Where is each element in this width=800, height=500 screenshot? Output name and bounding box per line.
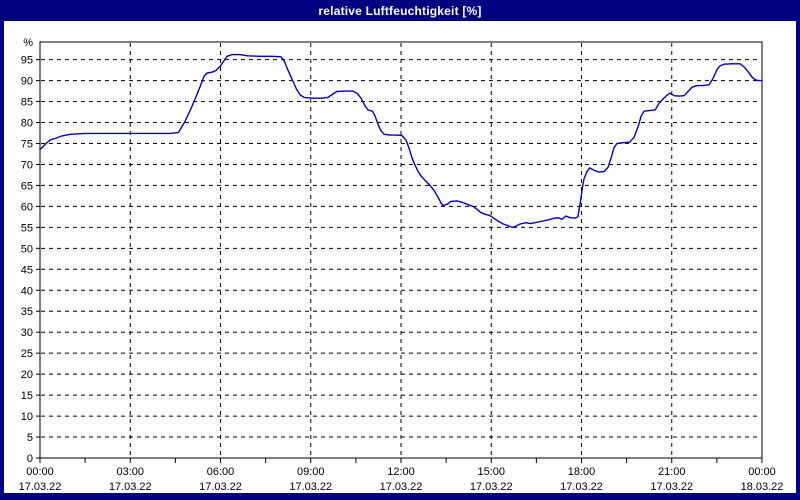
y-tick-label: 5 [27, 432, 33, 444]
x-tick-time-label: 06:00 [207, 466, 235, 478]
y-tick-label: 95 [21, 55, 33, 67]
y-tick-label: 90 [21, 76, 33, 88]
humidity-chart: 0 5 10 15 20 25 30 35 40 45 50 55 60 65 70 75 80 85 90 95% 0… [19, 37, 784, 493]
chart-panel: 0 5 10 15 20 25 30 35 40 45 50 55 60 65 70 75 80 85 90 95% 0… [4, 21, 796, 493]
y-tick-label: 10 [21, 411, 33, 423]
x-tick-date-label: 17.03.22 [470, 481, 513, 493]
x-tick-date-label: 17.03.22 [380, 481, 423, 493]
x-tick-time-label: 21:00 [658, 466, 686, 478]
x-tick-date-label: 17.03.22 [19, 481, 62, 493]
y-tick-label: 75 [21, 138, 33, 150]
y-tick-label: 70 [21, 159, 33, 171]
y-tick-label: 0 [27, 453, 33, 465]
x-tick-date-label: 17.03.22 [560, 481, 603, 493]
y-tick-label: 85 [21, 97, 33, 109]
x-tick-time-label: 09:00 [297, 466, 325, 478]
y-tick-label: 25 [21, 348, 33, 360]
title-bar: relative Luftfeuchtigkeit [%] [0, 0, 800, 21]
y-tick-label: 60 [21, 201, 33, 213]
x-tick-date-label: 17.03.22 [650, 481, 693, 493]
y-tick-label: 65 [21, 180, 33, 192]
x-tick-date-label: 17.03.22 [199, 481, 242, 493]
x-tick-time-label: 18:00 [568, 466, 596, 478]
y-tick-label: 35 [21, 306, 33, 318]
x-tick-date-label: 17.03.22 [289, 481, 332, 493]
x-tick-time-label: 00:00 [26, 466, 54, 478]
x-tick-time-label: 12:00 [387, 466, 415, 478]
chart-title: relative Luftfeuchtigkeit [%] [318, 3, 482, 18]
y-tick-label: 55 [21, 222, 33, 234]
y-tick-label: 45 [21, 264, 33, 276]
x-tick-date-label: 17.03.22 [109, 481, 152, 493]
y-tick-label: 15 [21, 390, 33, 402]
x-tick-time-label: 15:00 [477, 466, 505, 478]
y-tick-label: 40 [21, 285, 33, 297]
y-tick-label: 30 [21, 327, 33, 339]
x-tick-time-label: 00:00 [748, 466, 776, 478]
x-tick-time-label: 03:00 [116, 466, 144, 478]
y-tick-label: 80 [21, 118, 33, 130]
y-tick-label: 20 [21, 369, 33, 381]
y-axis-unit-label: % [23, 37, 33, 49]
y-tick-label: 50 [21, 243, 33, 255]
x-tick-date-label: 18.03.22 [741, 481, 784, 493]
humidity-line [39, 53, 763, 229]
